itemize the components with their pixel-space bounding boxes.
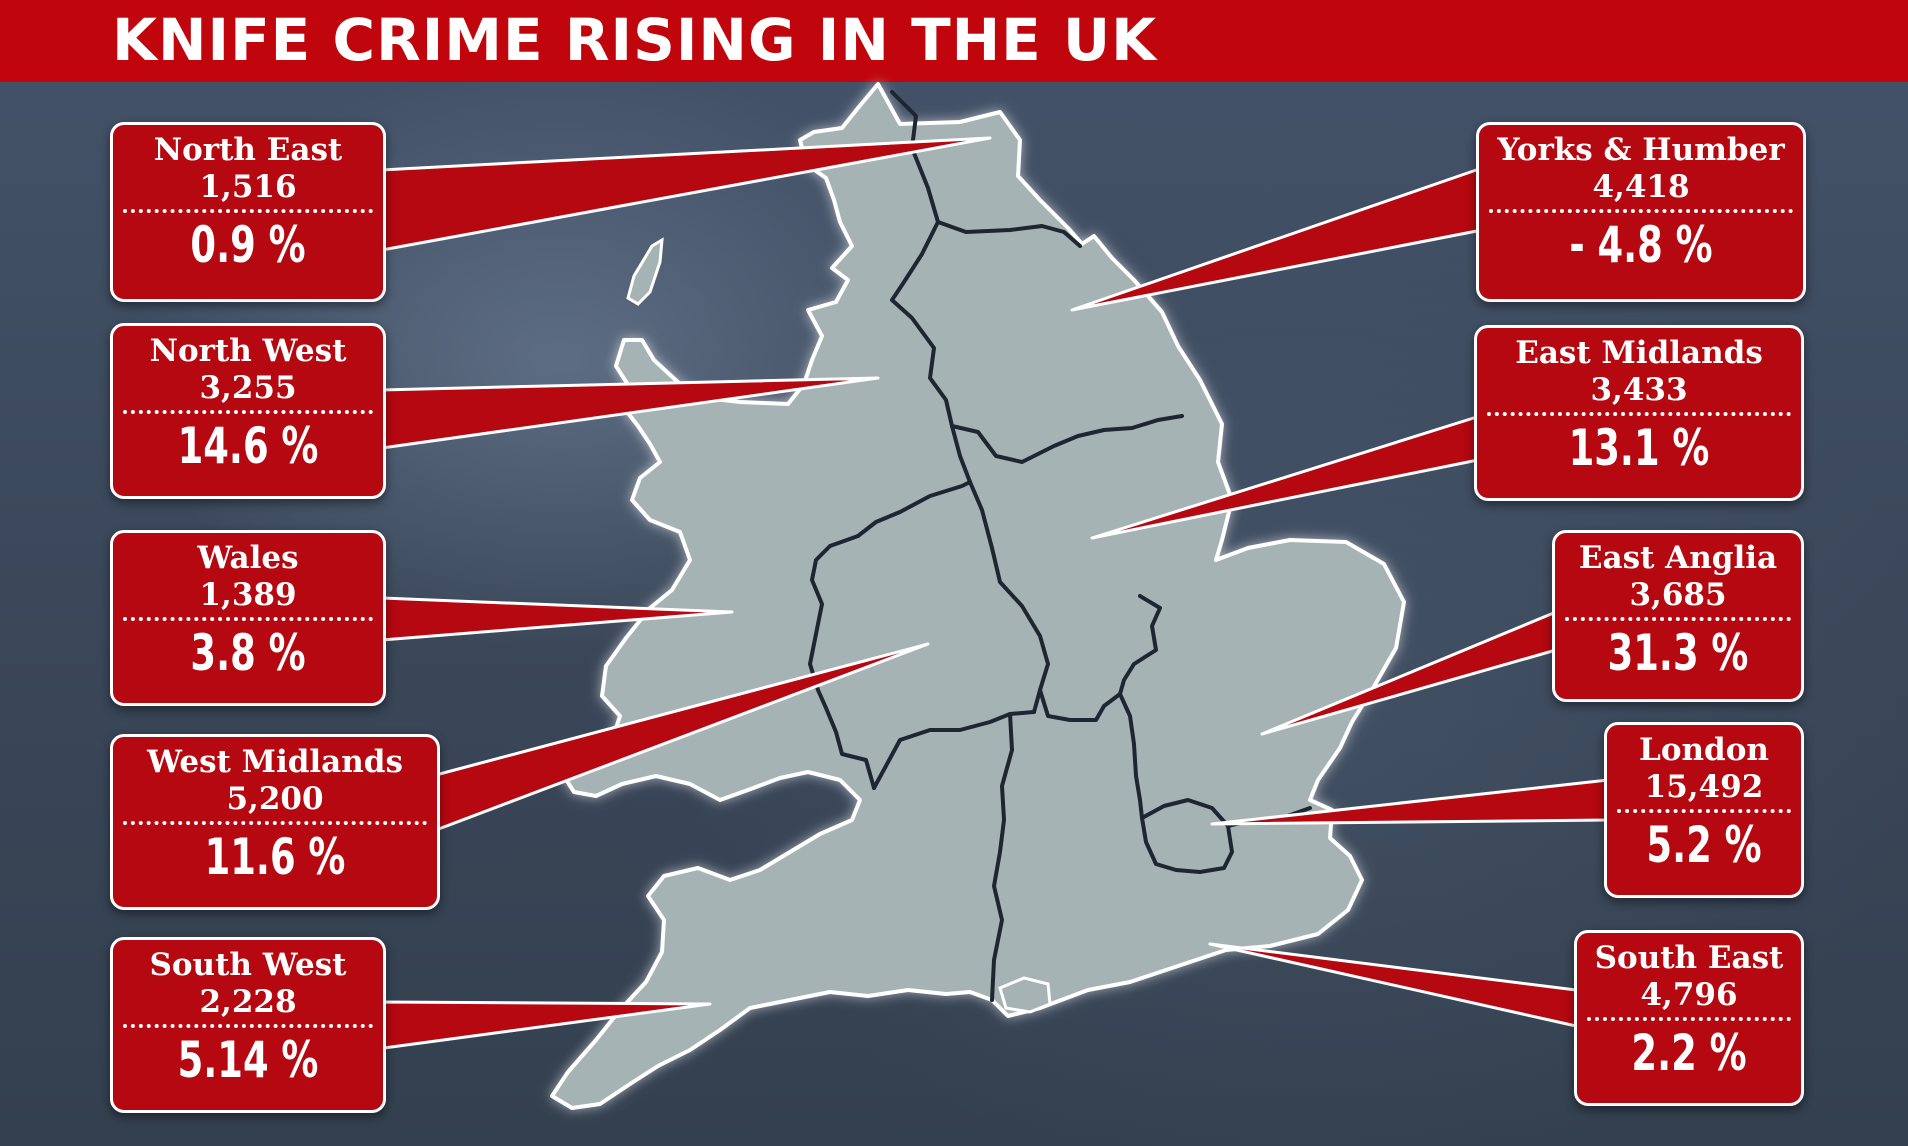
region-change: 5.2 % xyxy=(1646,816,1762,874)
title-bar: KNIFE CRIME RISING IN THE UK xyxy=(0,0,1908,82)
region-name: West Midlands xyxy=(147,744,403,780)
england-wales-landmass xyxy=(550,82,1406,1110)
label-south-east: South East 4,796 2.2 % xyxy=(1574,930,1804,1106)
region-count: 5,200 xyxy=(226,781,324,817)
region-change: - 4.8 % xyxy=(1569,216,1713,274)
region-change: 31.3 % xyxy=(1607,624,1749,682)
label-north-east: North East 1,516 0.9 % xyxy=(110,122,386,302)
region-name: Wales xyxy=(197,540,299,576)
divider xyxy=(123,617,373,621)
region-count: 15,492 xyxy=(1644,769,1764,805)
isle-of-man-shape xyxy=(626,237,664,306)
region-name: East Anglia xyxy=(1578,540,1778,576)
region-count: 4,418 xyxy=(1592,169,1690,205)
region-change: 11.6 % xyxy=(204,828,346,886)
isle-of-wight-shape xyxy=(998,976,1052,1014)
region-change: 5.14 % xyxy=(177,1031,319,1089)
divider xyxy=(1617,809,1791,813)
region-name: London xyxy=(1639,732,1769,768)
region-name: East Midlands xyxy=(1515,335,1763,371)
region-count: 3,685 xyxy=(1629,577,1727,613)
divider xyxy=(1587,1017,1791,1021)
label-south-west: South West 2,228 5.14 % xyxy=(110,937,386,1113)
label-london: London 15,492 5.2 % xyxy=(1604,722,1804,898)
divider xyxy=(1565,617,1791,621)
label-east-midlands: East Midlands 3,433 13.1 % xyxy=(1474,325,1804,501)
region-count: 2,228 xyxy=(199,984,297,1020)
region-change: 14.6 % xyxy=(177,417,319,475)
region-name: South West xyxy=(149,947,347,983)
page-title: KNIFE CRIME RISING IN THE UK xyxy=(112,6,1158,74)
label-yorks-humber: Yorks & Humber 4,418 - 4.8 % xyxy=(1476,122,1806,302)
region-count: 3,433 xyxy=(1590,372,1688,408)
region-change: 2.2 % xyxy=(1631,1024,1747,1082)
divider xyxy=(1487,412,1791,416)
region-count: 3,255 xyxy=(199,370,297,406)
pointers xyxy=(378,136,1610,1050)
divider xyxy=(123,410,373,414)
region-count: 1,389 xyxy=(199,577,297,613)
region-change: 13.1 % xyxy=(1568,419,1710,477)
divider xyxy=(123,1024,373,1028)
label-east-anglia: East Anglia 3,685 31.3 % xyxy=(1552,530,1804,702)
region-count: 4,796 xyxy=(1640,977,1738,1013)
label-north-west: North West 3,255 14.6 % xyxy=(110,323,386,499)
region-change: 0.9 % xyxy=(190,216,306,274)
label-west-midlands: West Midlands 5,200 11.6 % xyxy=(110,734,440,910)
divider xyxy=(123,209,373,213)
region-change: 3.8 % xyxy=(190,624,306,682)
divider xyxy=(1489,209,1793,213)
label-wales: Wales 1,389 3.8 % xyxy=(110,530,386,706)
region-name: Yorks & Humber xyxy=(1497,132,1785,168)
region-count: 1,516 xyxy=(199,169,297,205)
pointer-yorks-humber xyxy=(1070,166,1484,312)
region-name: North West xyxy=(149,333,347,369)
pointer-south-east xyxy=(1208,942,1578,1028)
region-name: South East xyxy=(1594,940,1784,976)
divider xyxy=(123,821,427,825)
region-name: North East xyxy=(153,132,343,168)
region-borders xyxy=(808,90,1312,1002)
